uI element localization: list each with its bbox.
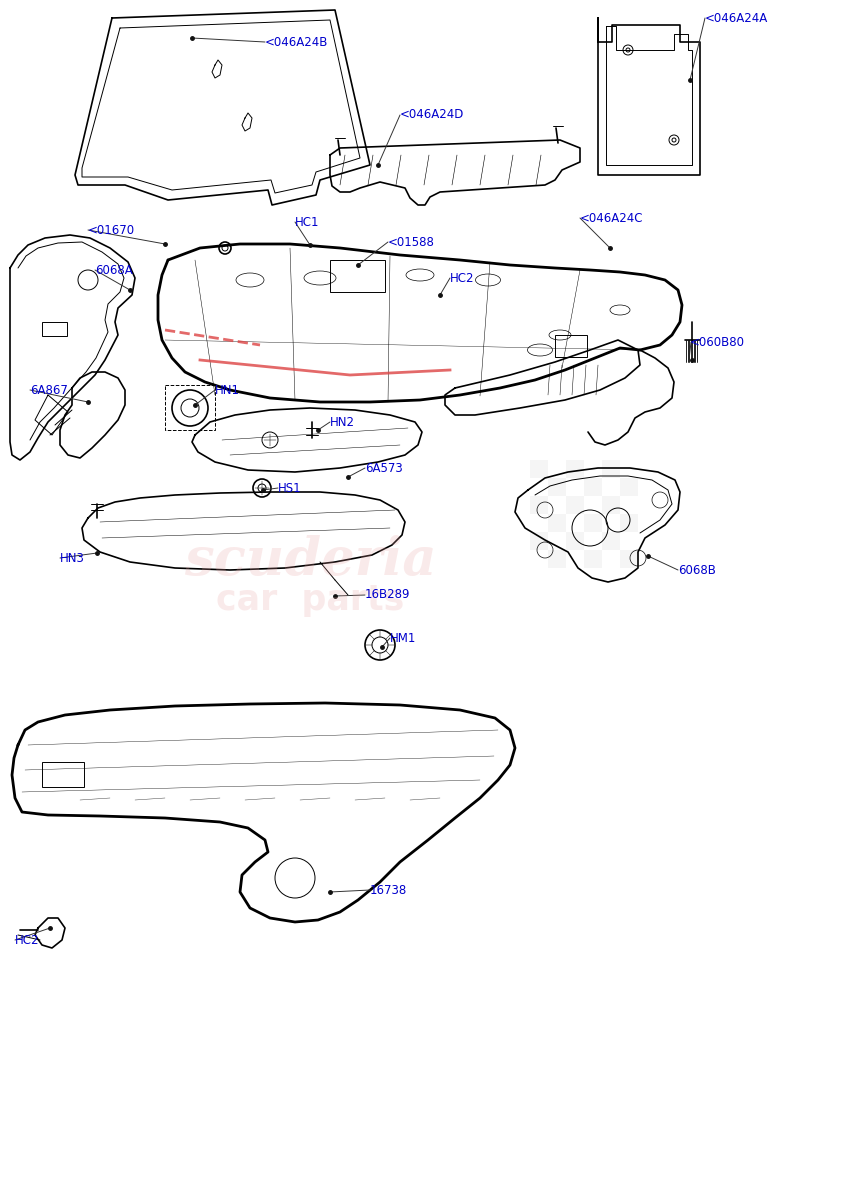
Text: 16B289: 16B289 — [365, 588, 410, 601]
Bar — [330, 260, 385, 292]
Text: HS1: HS1 — [278, 481, 302, 494]
Text: <060B80: <060B80 — [690, 336, 745, 348]
Bar — [602, 496, 620, 514]
Text: HC2: HC2 — [15, 934, 40, 947]
Bar — [566, 532, 584, 550]
Text: 6A867: 6A867 — [30, 384, 68, 396]
Bar — [42, 762, 84, 787]
Text: <01588: <01588 — [388, 235, 435, 248]
Bar — [530, 460, 548, 478]
Bar — [548, 550, 566, 568]
Text: scuderia: scuderia — [184, 534, 437, 586]
Bar — [602, 532, 620, 550]
Bar — [584, 550, 602, 568]
Bar — [602, 460, 620, 478]
Bar — [548, 478, 566, 496]
Text: HN2: HN2 — [330, 415, 355, 428]
Bar — [584, 478, 602, 496]
Text: HN1: HN1 — [215, 384, 240, 396]
Bar — [620, 550, 638, 568]
Text: <046A24B: <046A24B — [265, 36, 328, 48]
Bar — [42, 322, 67, 336]
Text: <046A24C: <046A24C — [580, 211, 644, 224]
Text: 16738: 16738 — [370, 883, 407, 896]
Text: 6068B: 6068B — [678, 564, 716, 576]
Bar — [530, 496, 548, 514]
Text: HC2: HC2 — [450, 271, 475, 284]
Text: 6A573: 6A573 — [365, 462, 403, 474]
Bar — [566, 460, 584, 478]
Text: HM1: HM1 — [390, 631, 416, 644]
Bar — [530, 532, 548, 550]
Bar — [165, 385, 215, 430]
Bar — [620, 514, 638, 532]
Text: HC1: HC1 — [295, 216, 320, 228]
Bar — [555, 335, 587, 358]
Text: <046A24A: <046A24A — [705, 12, 768, 24]
Text: car  parts: car parts — [216, 583, 404, 617]
Text: 6068A: 6068A — [95, 264, 133, 276]
Text: <01670: <01670 — [88, 223, 135, 236]
Bar — [548, 514, 566, 532]
Text: HN3: HN3 — [60, 552, 85, 564]
Bar — [584, 514, 602, 532]
Bar — [620, 478, 638, 496]
Bar — [566, 496, 584, 514]
Text: <046A24D: <046A24D — [400, 108, 464, 121]
